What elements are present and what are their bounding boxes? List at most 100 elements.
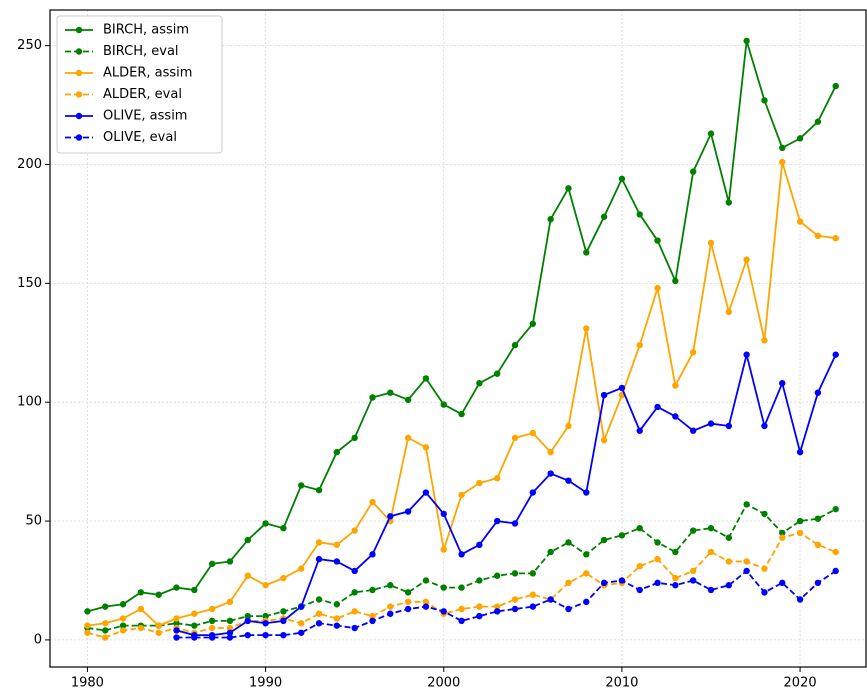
data-point xyxy=(672,382,679,389)
data-point xyxy=(654,403,661,411)
data-point xyxy=(707,548,715,556)
data-point xyxy=(654,237,661,244)
data-point xyxy=(351,434,358,442)
data-point xyxy=(137,624,145,632)
data-point xyxy=(298,620,305,627)
data-point xyxy=(832,567,839,575)
data-point xyxy=(119,615,127,622)
data-point xyxy=(155,591,162,598)
data-point xyxy=(119,622,127,629)
data-point xyxy=(333,558,341,565)
data-point xyxy=(351,527,358,534)
data-point xyxy=(298,565,305,572)
data-point xyxy=(832,505,839,513)
data-point xyxy=(672,548,679,556)
data-point xyxy=(440,401,447,408)
data-point xyxy=(262,520,269,527)
data-point xyxy=(814,515,822,522)
data-point xyxy=(707,524,715,532)
data-point xyxy=(298,603,305,610)
legend-marker xyxy=(75,69,83,77)
data-point xyxy=(458,605,465,613)
data-point xyxy=(796,135,804,142)
data-point xyxy=(84,622,91,629)
data-point xyxy=(226,629,234,636)
data-point xyxy=(262,631,269,639)
data-point xyxy=(351,608,358,615)
data-point xyxy=(779,379,786,387)
legend-label: OLIVE, eval xyxy=(103,130,177,145)
data-point xyxy=(422,444,430,451)
data-point xyxy=(226,634,234,641)
data-point xyxy=(636,586,643,594)
data-point xyxy=(208,617,216,625)
data-point xyxy=(583,570,590,577)
data-point xyxy=(102,634,109,641)
data-point xyxy=(743,256,750,263)
data-point xyxy=(814,232,822,240)
data-point xyxy=(547,448,554,456)
data-point xyxy=(137,589,145,596)
data-point xyxy=(779,158,786,166)
data-point xyxy=(779,534,786,541)
data-point xyxy=(814,118,822,125)
data-point xyxy=(743,37,750,45)
data-point xyxy=(529,489,537,496)
data-point xyxy=(511,570,519,577)
legend: BIRCH, assim BIRCH, eval ALDER, assim ALDER… xyxy=(56,15,223,154)
data-point xyxy=(779,529,786,537)
data-point xyxy=(529,591,537,598)
data-point xyxy=(173,620,180,627)
data-point xyxy=(779,144,786,152)
data-point xyxy=(458,584,465,591)
legend-marker xyxy=(75,26,83,34)
y-tick-label: 250 xyxy=(17,38,42,53)
data-point xyxy=(707,586,715,594)
legend-label: OLIVE, assim xyxy=(103,109,187,124)
data-point xyxy=(226,624,234,632)
data-point xyxy=(333,615,341,622)
data-point xyxy=(191,634,198,641)
data-point xyxy=(369,498,376,506)
data-point xyxy=(493,517,501,525)
data-point xyxy=(191,586,198,594)
data-point xyxy=(511,341,519,349)
data-point xyxy=(814,389,822,396)
data-point xyxy=(796,448,804,456)
data-point xyxy=(351,589,358,596)
data-point xyxy=(814,541,822,549)
data-point xyxy=(298,482,305,489)
legend-marker xyxy=(75,112,83,120)
data-point xyxy=(404,434,412,442)
data-point xyxy=(796,517,804,525)
data-point xyxy=(191,622,198,629)
data-point xyxy=(565,477,572,484)
data-point xyxy=(387,582,394,589)
data-point xyxy=(351,624,358,632)
data-point xyxy=(387,610,394,617)
legend-label: BIRCH, assim xyxy=(103,23,189,38)
data-point xyxy=(422,577,430,584)
data-point xyxy=(208,560,216,568)
data-point xyxy=(565,579,572,587)
data-point xyxy=(226,617,234,625)
data-point xyxy=(529,570,537,577)
data-point xyxy=(529,603,537,610)
data-point xyxy=(173,615,180,622)
data-point xyxy=(743,501,750,508)
data-point xyxy=(779,579,786,587)
data-point xyxy=(743,567,750,575)
data-point xyxy=(458,491,465,499)
data-point xyxy=(262,612,269,620)
data-point xyxy=(796,529,804,537)
data-point xyxy=(333,622,341,629)
x-tick-label: 1980 xyxy=(71,676,104,691)
data-point xyxy=(725,534,733,541)
data-point xyxy=(315,486,323,494)
legend-marker xyxy=(75,134,83,141)
data-point xyxy=(404,589,412,596)
data-point xyxy=(583,598,590,606)
data-point xyxy=(493,572,501,579)
data-point xyxy=(404,508,412,515)
